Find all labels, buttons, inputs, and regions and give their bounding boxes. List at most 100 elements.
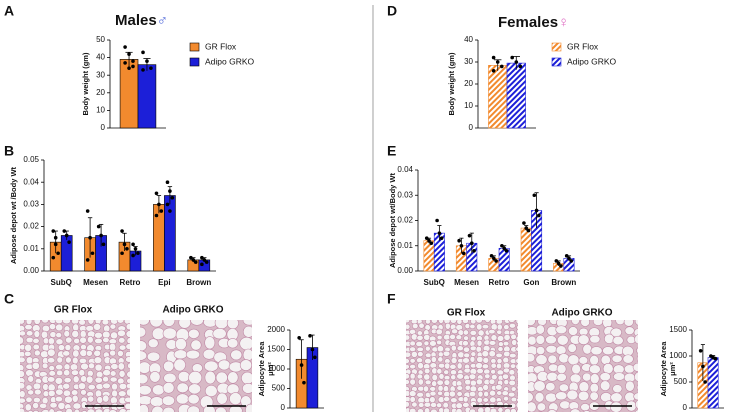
- adipocyte: [86, 408, 96, 412]
- adipocyte: [633, 392, 638, 401]
- adipocyte: [33, 330, 41, 338]
- adipocyte: [438, 373, 445, 380]
- adipocyte: [515, 401, 518, 409]
- adipocyte: [508, 322, 516, 329]
- adipocyte: [431, 374, 438, 382]
- y-tick-label: 0.04: [23, 177, 39, 186]
- data-point: [170, 195, 175, 200]
- adipocyte: [516, 385, 518, 390]
- adipocyte: [490, 334, 498, 341]
- legend-label: Adipo GRKO: [567, 56, 617, 66]
- data-point: [99, 233, 103, 238]
- adipocyte: [496, 329, 503, 335]
- adipocyte: [545, 345, 558, 354]
- adipocyte: [418, 402, 425, 408]
- data-point: [534, 208, 539, 213]
- legend-label: GR Flox: [567, 41, 599, 51]
- adipocyte: [108, 409, 117, 412]
- adipocyte: [70, 389, 79, 396]
- section-symbol: ♂: [157, 12, 168, 29]
- y-axis-label: Adipocyte Area: [659, 341, 668, 397]
- adipocyte: [71, 329, 80, 338]
- data-point: [297, 336, 301, 340]
- adipocyte: [49, 331, 57, 338]
- y-tick-label: 0.00: [397, 266, 413, 275]
- data-point: [494, 259, 498, 263]
- x-tick-label: SubQ: [51, 278, 72, 287]
- x-tick-label: Retro: [489, 278, 510, 287]
- adipocyte: [109, 370, 117, 377]
- adipocyte: [582, 343, 593, 355]
- adipocyte: [455, 380, 463, 387]
- adipocyte: [418, 322, 425, 329]
- y-tick-label: 0: [683, 403, 688, 412]
- data-point: [149, 66, 153, 70]
- y-tick-label: 0.02: [397, 216, 413, 225]
- adipocyte: [508, 353, 517, 359]
- adipocyte: [188, 383, 202, 395]
- adipocyte: [496, 335, 505, 342]
- adipocyte: [536, 402, 547, 412]
- adipocyte: [140, 373, 149, 385]
- adipocyte: [71, 320, 80, 325]
- adipocyte: [556, 363, 567, 375]
- data-point: [299, 363, 304, 367]
- adipocyte: [515, 346, 518, 352]
- adipocyte: [133, 324, 139, 330]
- data-point: [701, 364, 705, 369]
- adipocyte: [416, 373, 423, 380]
- adipocyte: [96, 396, 104, 404]
- data-point: [502, 246, 506, 251]
- adipocyte: [510, 333, 517, 340]
- adipocyte: [515, 335, 518, 342]
- adipocyte: [490, 369, 496, 375]
- adipocyte: [456, 385, 464, 391]
- y-axis-label: Body weight (gm): [447, 52, 456, 115]
- adipocyte: [547, 409, 557, 412]
- adipocyte: [444, 362, 451, 370]
- adipocyte: [185, 349, 201, 360]
- panel-label: D: [387, 3, 397, 19]
- adipocyte: [62, 320, 71, 325]
- adipocyte: [48, 408, 55, 412]
- adipocyte: [416, 330, 423, 336]
- adipocyte: [41, 320, 49, 324]
- adipocyte: [85, 325, 94, 332]
- adipocyte: [147, 338, 159, 349]
- adipocyte: [126, 377, 130, 385]
- adipocyte: [25, 330, 34, 337]
- adipocyte: [65, 336, 73, 344]
- data-point: [101, 242, 106, 247]
- adipocyte: [88, 362, 95, 370]
- adipocyte: [534, 392, 545, 403]
- adipocyte: [463, 352, 471, 359]
- adipocyte: [436, 345, 445, 353]
- adipocyte: [216, 392, 228, 405]
- data-point: [457, 238, 461, 243]
- y-tick-label: 0.03: [397, 190, 413, 199]
- adipocyte: [229, 392, 242, 406]
- adipocyte: [476, 323, 483, 331]
- y-tick-label: 1500: [267, 345, 285, 354]
- adipocyte: [503, 408, 512, 412]
- data-point: [200, 262, 204, 267]
- adipocyte: [450, 344, 457, 352]
- adipocyte: [535, 346, 546, 356]
- adipocyte: [140, 404, 149, 412]
- adipocyte: [477, 329, 485, 337]
- adipocyte: [463, 335, 469, 341]
- adipocyte: [437, 356, 444, 363]
- adipocyte: [255, 404, 265, 415]
- adipocyte: [411, 351, 418, 358]
- data-point: [193, 260, 198, 264]
- data-point: [159, 209, 164, 213]
- adipocyte: [484, 373, 491, 379]
- adipocyte: [416, 392, 424, 398]
- data-point: [141, 50, 145, 55]
- adipocyte: [469, 345, 477, 352]
- adipocyte: [55, 364, 64, 371]
- adipocyte: [517, 374, 518, 379]
- adipocyte: [442, 402, 449, 409]
- adipocyte: [462, 396, 469, 403]
